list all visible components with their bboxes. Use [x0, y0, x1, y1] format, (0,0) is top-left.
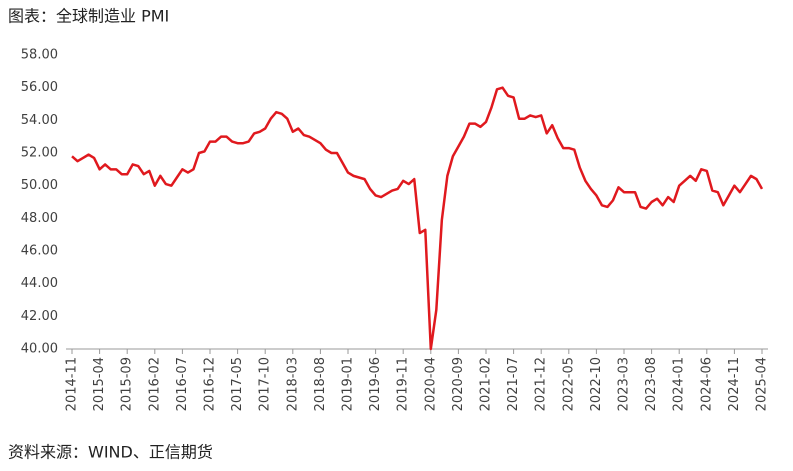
x-tick-label: 2018-03 [285, 357, 300, 411]
x-tick-label: 2024-06 [699, 357, 714, 411]
x-tick-label: 2016-07 [175, 357, 190, 411]
x-tick-label: 2017-05 [230, 357, 245, 411]
x-tick-label: 2021-02 [479, 357, 494, 411]
x-tick-label: 2021-12 [534, 357, 549, 411]
x-tick-label: 2025-04 [755, 357, 770, 411]
x-tick-label: 2017-10 [258, 357, 273, 411]
x-tick-label: 2015-09 [120, 357, 135, 411]
x-tick-label: 2024-01 [672, 357, 687, 411]
x-tick-label: 2023-08 [644, 357, 659, 411]
x-tick-label: 2016-02 [147, 357, 162, 411]
y-tick-label: 48.00 [21, 211, 58, 226]
y-tick-label: 50.00 [21, 178, 58, 193]
y-tick-label: 52.00 [21, 146, 58, 161]
x-tick-label: 2019-01 [341, 357, 356, 411]
x-tick-label: 2023-03 [617, 357, 632, 411]
x-tick-label: 2014-11 [65, 357, 80, 411]
x-tick-label: 2022-05 [561, 357, 576, 411]
x-tick-label: 2024-11 [727, 357, 742, 411]
source-note: 资料来源：WIND、正信期货 [8, 443, 213, 462]
x-tick-label: 2020-09 [451, 357, 466, 411]
y-tick-label: 44.00 [21, 276, 58, 291]
x-tick-label: 2019-11 [396, 357, 411, 411]
y-tick-label: 56.00 [21, 80, 58, 95]
chart-title: 图表：全球制造业 PMI [8, 7, 169, 26]
y-tick-label: 46.00 [21, 244, 58, 259]
x-tick-label: 2015-04 [92, 357, 107, 411]
y-tick-label: 42.00 [21, 309, 58, 324]
x-tick-label: 2022-10 [589, 357, 604, 411]
x-tick-label: 2019-06 [368, 357, 383, 411]
x-tick-label: 2018-08 [313, 357, 328, 411]
x-tick-label: 2020-04 [423, 357, 438, 411]
x-tick-label: 2016-12 [203, 357, 218, 411]
y-tick-label: 40.00 [21, 342, 58, 357]
y-tick-label: 54.00 [21, 113, 58, 128]
x-tick-label: 2021-07 [506, 357, 521, 411]
y-tick-label: 58.00 [21, 48, 58, 63]
data-line [71, 86, 764, 351]
